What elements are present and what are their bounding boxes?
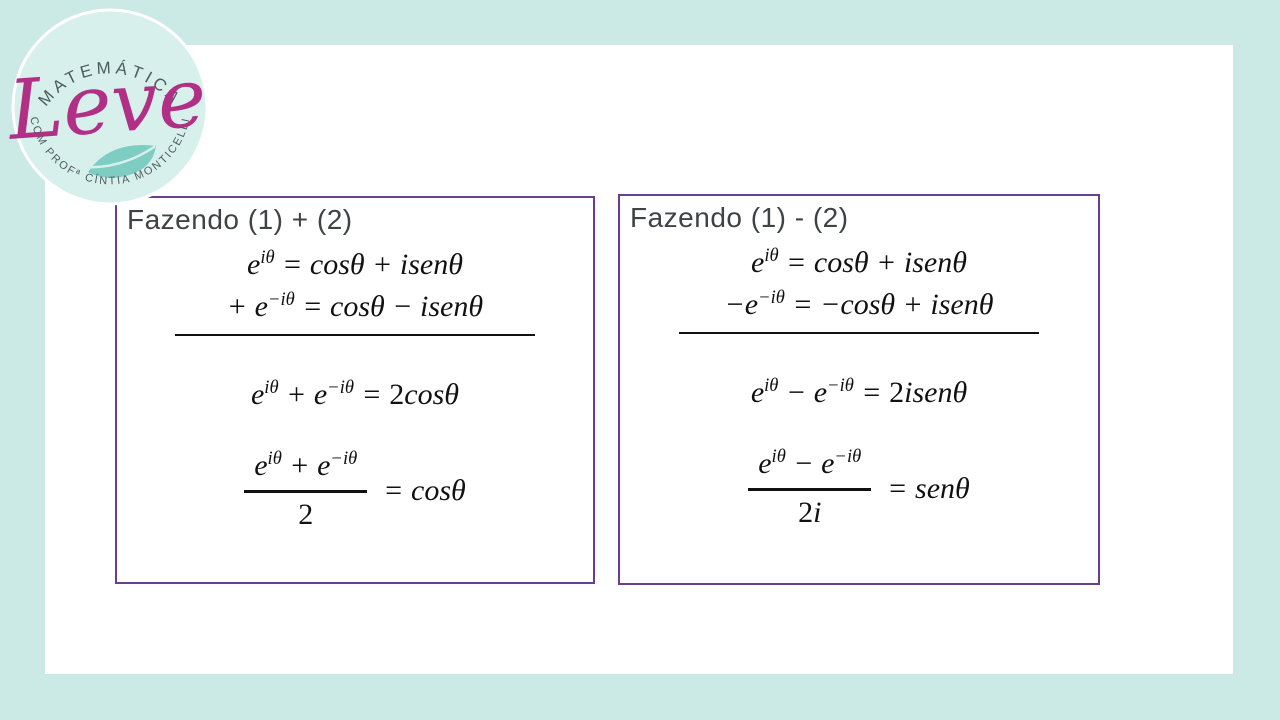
equation-line: eiθ − e−iθ = 2isenθ — [750, 375, 968, 409]
logo-circle — [11, 8, 209, 206]
fraction-numerator: eiθ − e−iθ — [748, 444, 872, 491]
fraction-result: = cosθ — [383, 473, 466, 507]
difference-derivation-box: Fazendo (1) - (2) eiθ = cosθ + isenθ −e−… — [618, 194, 1100, 585]
fraction: eiθ − e−iθ 2i — [748, 444, 872, 533]
fraction-denominator: 2i — [798, 496, 822, 529]
feather-icon — [72, 145, 156, 178]
equation-line: eiθ = cosθ + isenθ — [751, 245, 967, 279]
fraction-result-row: eiθ + e−iθ 2 = cosθ — [244, 446, 466, 535]
equation-line: + e−iθ = cosθ − isenθ — [226, 289, 484, 323]
matematica-leve-logo: MATEMÁTICA Leve COM PROFª CÍNTIA MONTICE… — [8, 8, 209, 206]
addition-rule-line — [175, 334, 535, 336]
equation-line: eiθ + e−iθ = 2cosθ — [250, 377, 460, 411]
subtraction-rule-line — [679, 332, 1039, 334]
fraction: eiθ + e−iθ 2 — [244, 446, 368, 535]
fraction-numerator: eiθ + e−iθ — [244, 446, 368, 493]
equation-line: eiθ = cosθ + isenθ — [247, 247, 463, 281]
sum-box-title: Fazendo (1) + (2) — [127, 204, 353, 235]
sum-derivation-box: Fazendo (1) + (2) eiθ = cosθ + isenθ + e… — [115, 196, 595, 584]
fraction-result-row: eiθ − e−iθ 2i = senθ — [748, 444, 970, 533]
fraction-result: = senθ — [887, 471, 970, 505]
logo-script-text: Leve — [8, 50, 209, 159]
difference-box-title: Fazendo (1) - (2) — [630, 202, 849, 233]
equation-line: −e−iθ = −cosθ + isenθ — [724, 287, 994, 321]
fraction-denominator: 2 — [298, 498, 314, 531]
